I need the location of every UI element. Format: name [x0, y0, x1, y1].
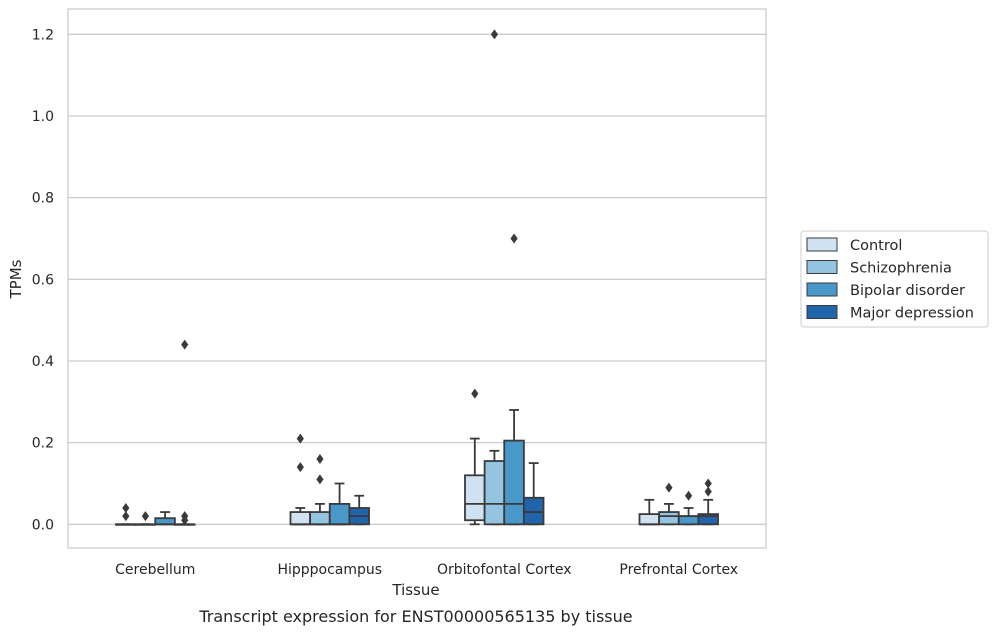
x-tick-label: Cerebellum — [115, 562, 195, 578]
outlier-point — [510, 233, 518, 244]
legend-label: Schizophrenia — [850, 261, 952, 277]
x-tick-label: Prefrontal Cortex — [619, 562, 738, 578]
box — [697, 513, 719, 526]
legend-swatch — [806, 282, 838, 297]
outlier-point — [704, 486, 712, 497]
outlier-point — [684, 490, 693, 501]
legend-label: Major depression — [850, 306, 974, 322]
box — [483, 460, 506, 526]
series-bipolar-disorder — [154, 233, 700, 526]
outlier-point — [181, 511, 189, 522]
x-axis-title: Tissue — [391, 581, 439, 599]
plot-area-frame — [67, 8, 767, 549]
box — [154, 517, 176, 526]
y-tick-label: 0.2 — [32, 436, 54, 452]
outlier-point — [704, 478, 712, 489]
outlier-point — [122, 502, 130, 513]
legend-label: Bipolar disorder — [850, 283, 965, 299]
legend-swatch — [806, 260, 838, 274]
box — [638, 513, 661, 526]
y-tick-label: 0.0 — [32, 517, 54, 533]
y-tick-label: 1.2 — [32, 27, 54, 43]
outlier-point — [316, 474, 324, 485]
series-schizophrenia — [134, 29, 680, 526]
y-tick-label: 0.8 — [32, 191, 54, 207]
series-major-depression — [173, 339, 719, 526]
outlier-point — [296, 433, 304, 444]
x-tick-label: Hipppocampus — [277, 562, 382, 578]
y-axis-ticks: 0.0 0.2 0.4 0.6 0.8 1.0 1.2 — [32, 27, 54, 533]
box — [503, 439, 525, 526]
outlier-point — [122, 511, 130, 522]
legend-label: Control — [850, 238, 902, 254]
box — [464, 474, 486, 522]
outlier-point — [490, 29, 499, 40]
legend: Control Schizophrenia Bipolar disorder Majo… — [800, 230, 989, 328]
outlier-point — [296, 462, 304, 473]
x-axis-ticks: Cerebellum Hipppocampus Orbitofontal Corte… — [115, 562, 738, 578]
box — [328, 502, 351, 526]
grid-lines — [68, 33, 766, 525]
outlier-point — [141, 511, 150, 522]
outlier-point — [471, 388, 479, 399]
box-series — [115, 29, 719, 526]
box — [677, 515, 700, 526]
outlier-point — [316, 453, 324, 464]
y-tick-label: 0.6 — [32, 272, 54, 288]
legend-swatch — [806, 305, 838, 319]
y-tick-label: 0.4 — [32, 354, 54, 370]
legend-frame — [800, 230, 989, 328]
box — [522, 496, 545, 526]
outlier-point — [665, 482, 673, 493]
y-tick-label: 1.0 — [32, 109, 54, 125]
box — [309, 511, 331, 526]
y-axis-title: TPMs — [7, 259, 25, 299]
series-control — [115, 388, 661, 526]
outlier-point — [181, 339, 189, 350]
chart-caption: Transcript expression for ENST0000056513… — [198, 607, 632, 626]
box — [289, 511, 312, 526]
box — [658, 511, 680, 526]
legend-swatch — [806, 237, 838, 252]
x-tick-label: Orbitofontal Cortex — [437, 562, 572, 578]
